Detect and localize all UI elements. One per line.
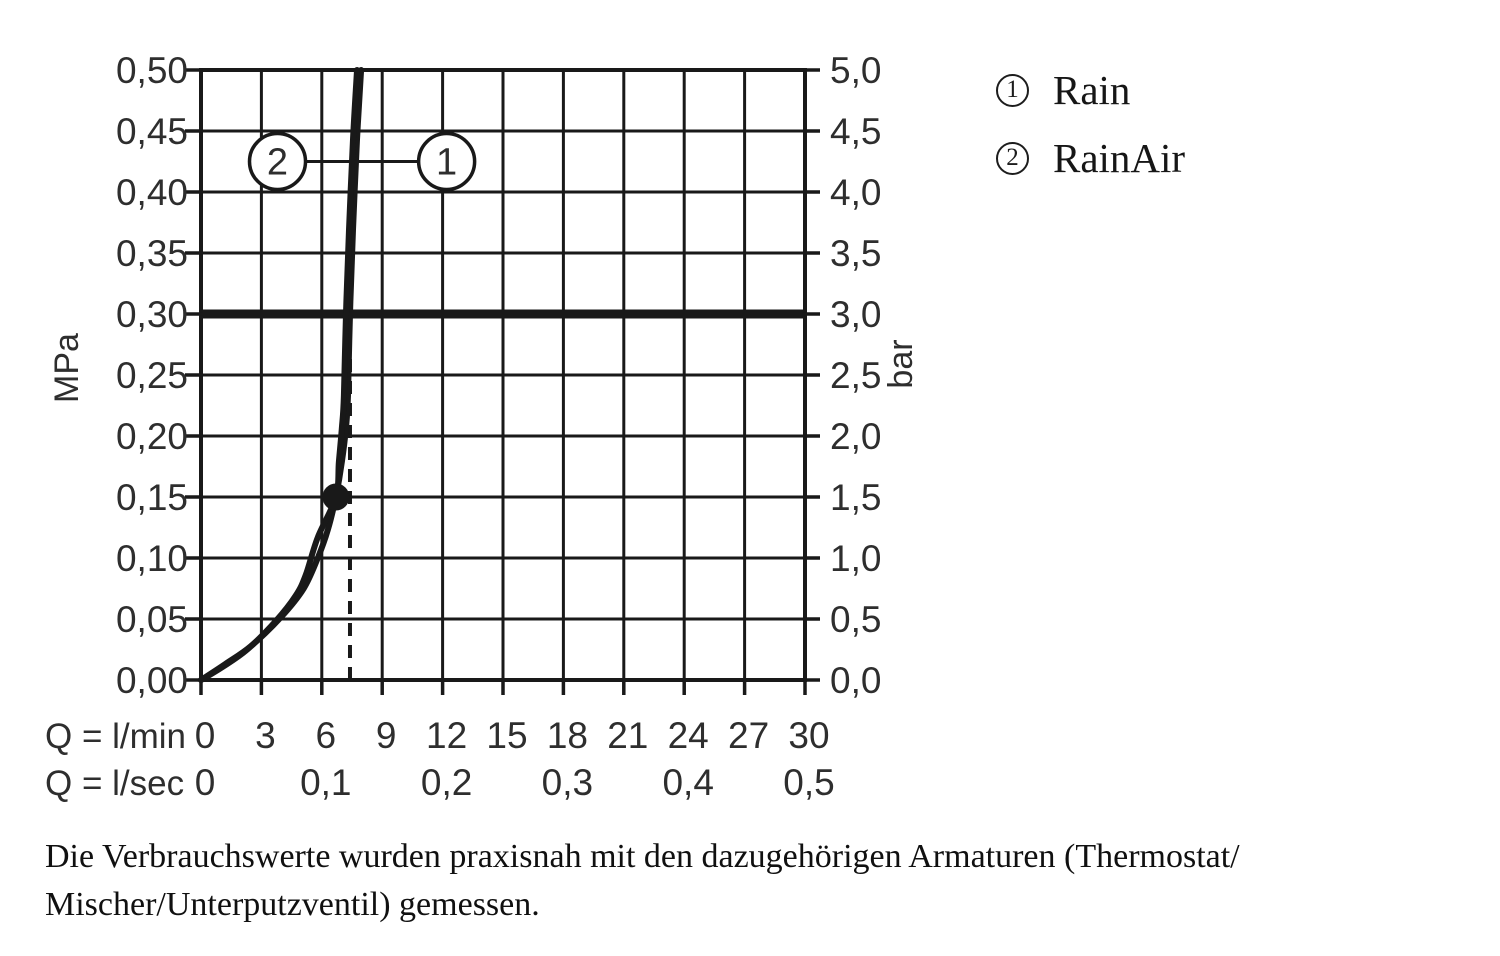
left-axis-tick-label: 0,50 [116,50,188,91]
left-axis-tick-label: 0,00 [116,660,188,701]
x-axis-lmin-tick-label: 30 [788,715,829,756]
right-axis-tick-label: 1,5 [830,477,881,518]
left-axis-tick-label: 0,45 [116,111,188,152]
x-axis-lmin-title: Q = l/min [45,717,186,756]
callout-1: 1 [416,131,477,192]
x-axis-lmin-tick-label: 18 [547,715,588,756]
x-axis-lmin-tick-label: 3 [255,715,276,756]
caption-line-1: Die Verbrauchswerte wurden praxisnah mit… [45,838,1240,875]
callout-2: 2 [247,131,308,192]
right-axis-tick-label: 2,0 [830,416,881,457]
legend-symbol-2-icon: 2 [996,141,1029,175]
left-axis-tick-label: 0,15 [116,477,188,518]
left-axis-tick-label: 0,35 [116,233,188,274]
legend-label-rainair: RainAir [1053,135,1186,181]
legend: 1 Rain 2 RainAir [996,66,1185,182]
right-axis-tick-label: 1,0 [830,538,881,579]
legend-item-rain: 1 Rain [996,66,1185,114]
right-axis-tick-label: 4,5 [830,111,881,152]
right-axis-tick-label: 5,0 [830,50,881,91]
axis-labels: 0,500,450,400,350,300,250,200,150,100,05… [45,50,920,803]
left-axis-tick-label: 0,20 [116,416,188,457]
x-axis-lmin-tick-label: 6 [316,715,337,756]
left-axis-tick-label: 0,40 [116,172,188,213]
x-axis-lmin-tick-label: 9 [376,715,397,756]
right-axis-tick-label: 3,0 [830,294,881,335]
legend-symbol-1-icon: 1 [996,73,1029,107]
right-axis-tick-label: 2,5 [830,355,881,396]
x-axis-lmin-tick-label: 12 [426,715,467,756]
legend-label-rain: Rain [1053,67,1131,113]
caption-line-2: Mischer/Unterputzventil) gemessen. [45,886,540,923]
legend-item-rainair: 2 RainAir [996,134,1185,182]
x-axis-lmin-tick-label: 24 [668,715,709,756]
callout-circle-1 [416,131,477,192]
x-axis-lsec-tick-label: 0 [195,762,216,803]
left-axis-tick-label: 0,30 [116,294,188,335]
x-axis-lsec-tick-label: 0,3 [542,762,593,803]
x-axis-lmin-tick-label: 15 [486,715,527,756]
right-axis-tick-label: 3,5 [830,233,881,274]
right-axis-tick-label: 0,0 [830,660,881,701]
left-axis-tick-label: 0,05 [116,599,188,640]
x-axis-lsec-tick-label: 0,4 [662,762,713,803]
right-axis-tick-label: 4,0 [830,172,881,213]
left-axis-tick-label: 0,10 [116,538,188,579]
x-axis-lmin-tick-label: 27 [728,715,769,756]
caption: Die Verbrauchswerte wurden praxisnah mit… [45,833,1445,929]
callout-circle-2 [247,131,308,192]
x-axis-lmin-tick-label: 21 [607,715,648,756]
flow-marker-dot [322,483,350,511]
x-axis-lsec-tick-label: 0,2 [421,762,472,803]
right-axis-tick-label: 0,5 [830,599,881,640]
x-axis-lsec-tick-label: 0,5 [783,762,834,803]
x-axis-lsec-tick-label: 0,1 [300,762,351,803]
x-axis-lmin-tick-label: 0 [195,715,216,756]
callout-number-2: 2 [267,142,288,184]
left-axis-tick-label: 0,25 [116,355,188,396]
callout-number-1: 1 [436,142,457,184]
x-axis-lsec-title: Q = l/sec [45,764,184,803]
right-axis-unit-label: bar [882,339,920,388]
left-axis-unit-label: MPa [48,333,86,403]
